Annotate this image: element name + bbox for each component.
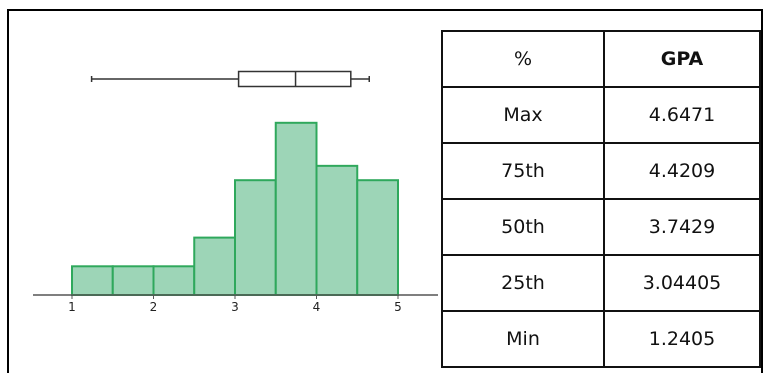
x-tick-label: 2: [150, 300, 158, 314]
gpa-boxplot: [90, 70, 370, 88]
table-header-row: % GPA: [441, 30, 761, 88]
histogram-bar: [315, 164, 359, 296]
figure-frame: [7, 9, 763, 373]
histogram-bar: [274, 121, 318, 296]
row-label-max: Max: [441, 86, 605, 144]
header-gpa: GPA: [603, 30, 761, 88]
table-row: Max 4.6471: [441, 86, 761, 144]
histogram-bar: [234, 179, 277, 296]
table-row: Min 1.2405: [441, 310, 761, 368]
table-row: 75th 4.4209: [441, 142, 761, 200]
row-value-50th: 3.7429: [603, 198, 761, 256]
histogram-bar: [71, 265, 114, 296]
row-value-75th: 4.4209: [603, 142, 761, 200]
histogram-bar: [152, 265, 196, 296]
table-row: 50th 3.7429: [441, 198, 761, 256]
x-tick-label: 1: [68, 300, 76, 314]
row-label-25th: 25th: [441, 254, 605, 312]
row-value-25th: 3.04405: [603, 254, 761, 312]
row-label-75th: 75th: [441, 142, 605, 200]
row-label-min: Min: [441, 310, 605, 368]
header-percent: %: [441, 30, 605, 88]
gpa-percentile-table: % GPA Max 4.6471 75th 4.4209 50th 3.7429…: [441, 30, 761, 368]
row-label-50th: 50th: [441, 198, 605, 256]
x-tick-label: 4: [313, 300, 321, 314]
histogram-bars: [71, 121, 399, 297]
boxplot-box: [237, 70, 352, 88]
histogram-bar: [356, 179, 399, 296]
x-axis-ticks: 1 2 3 4 5: [68, 295, 402, 314]
histogram-bar: [193, 236, 236, 297]
x-tick-label: 5: [394, 300, 402, 314]
row-value-min: 1.2405: [603, 310, 761, 368]
table-row: 25th 3.04405: [441, 254, 761, 312]
x-tick-label: 3: [231, 300, 239, 314]
histogram-bar: [111, 265, 155, 296]
gpa-distribution-chart: 1 2 3 4 5: [33, 70, 438, 314]
row-value-max: 4.6471: [603, 86, 761, 144]
